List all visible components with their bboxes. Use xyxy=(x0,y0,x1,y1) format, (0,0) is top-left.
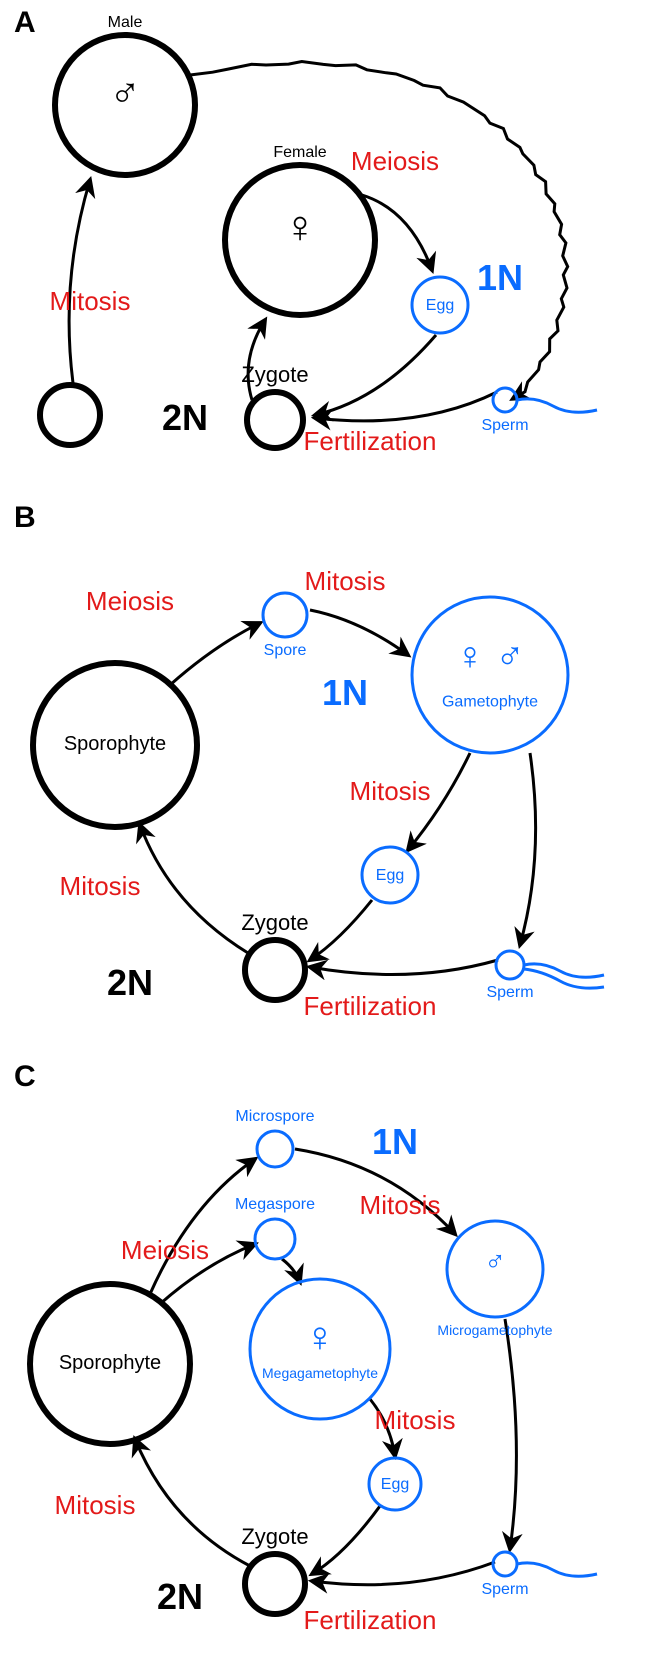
svg-text:Microgametophyte: Microgametophyte xyxy=(437,1322,552,1338)
svg-text:1N: 1N xyxy=(477,257,523,298)
svg-text:Mitosis: Mitosis xyxy=(350,776,431,806)
panel-label-A: A xyxy=(14,6,36,40)
svg-text:Sperm: Sperm xyxy=(486,984,533,1001)
svg-text:Mitosis: Mitosis xyxy=(305,566,386,596)
svg-text:♀ ♂: ♀ ♂ xyxy=(455,635,524,678)
svg-text:Fertilization: Fertilization xyxy=(304,1605,437,1635)
svg-text:Gametophyte: Gametophyte xyxy=(442,693,538,710)
svg-text:Megagametophyte: Megagametophyte xyxy=(262,1365,378,1381)
svg-text:1N: 1N xyxy=(322,672,368,713)
svg-text:♀: ♀ xyxy=(304,1313,336,1360)
svg-text:Fertilization: Fertilization xyxy=(304,426,437,456)
svg-text:Meiosis: Meiosis xyxy=(121,1235,209,1265)
panel-label-C: C xyxy=(14,1060,36,1094)
svg-text:Microspore: Microspore xyxy=(235,1108,314,1125)
svg-text:Sperm: Sperm xyxy=(481,417,528,434)
svg-text:Mitosis: Mitosis xyxy=(55,1490,136,1520)
svg-text:2N: 2N xyxy=(162,397,208,438)
svg-text:Sporophyte: Sporophyte xyxy=(64,733,166,755)
svg-text:Sperm: Sperm xyxy=(481,1581,528,1598)
svg-text:Megaspore: Megaspore xyxy=(235,1196,315,1213)
svg-text:Meiosis: Meiosis xyxy=(86,586,174,616)
svg-text:Male: Male xyxy=(108,14,143,31)
svg-text:Mitosis: Mitosis xyxy=(375,1405,456,1435)
svg-text:2N: 2N xyxy=(157,1576,203,1617)
svg-text:Zygote: Zygote xyxy=(241,362,308,387)
svg-text:Sporophyte: Sporophyte xyxy=(59,1352,161,1374)
svg-text:♂: ♂ xyxy=(109,69,141,116)
svg-text:Fertilization: Fertilization xyxy=(304,991,437,1021)
panel-C: C Sporophyte Microspore Megaspore ♀ Megagamet… xyxy=(0,1054,645,1662)
svg-text:Egg: Egg xyxy=(376,867,404,884)
svg-text:♀: ♀ xyxy=(283,201,317,252)
svg-text:Egg: Egg xyxy=(426,297,454,314)
svg-text:Zygote: Zygote xyxy=(241,1524,308,1549)
svg-text:Meiosis: Meiosis xyxy=(351,146,439,176)
svg-text:Zygote: Zygote xyxy=(241,910,308,935)
figure-root: A ♂ Male ♀ Female Egg Sperm Zygote Meiosis Mitosi… xyxy=(0,0,645,1662)
svg-text:Egg: Egg xyxy=(381,1476,409,1493)
svg-text:♂: ♂ xyxy=(484,1246,506,1278)
svg-text:1N: 1N xyxy=(372,1121,418,1162)
panel-A: A ♂ Male ♀ Female Egg Sperm Zygote Meiosis Mitosi… xyxy=(0,0,645,495)
svg-text:Mitosis: Mitosis xyxy=(60,871,141,901)
panel-label-B: B xyxy=(14,501,36,535)
panel-B: B Sporophyte Spore ♀ ♂ Gametophyte Egg Sperm Zy… xyxy=(0,495,645,1054)
svg-text:2N: 2N xyxy=(107,962,153,1003)
svg-text:Mitosis: Mitosis xyxy=(50,286,131,316)
svg-text:Female: Female xyxy=(273,144,326,161)
svg-text:Mitosis: Mitosis xyxy=(360,1190,441,1220)
svg-text:Spore: Spore xyxy=(264,642,307,659)
